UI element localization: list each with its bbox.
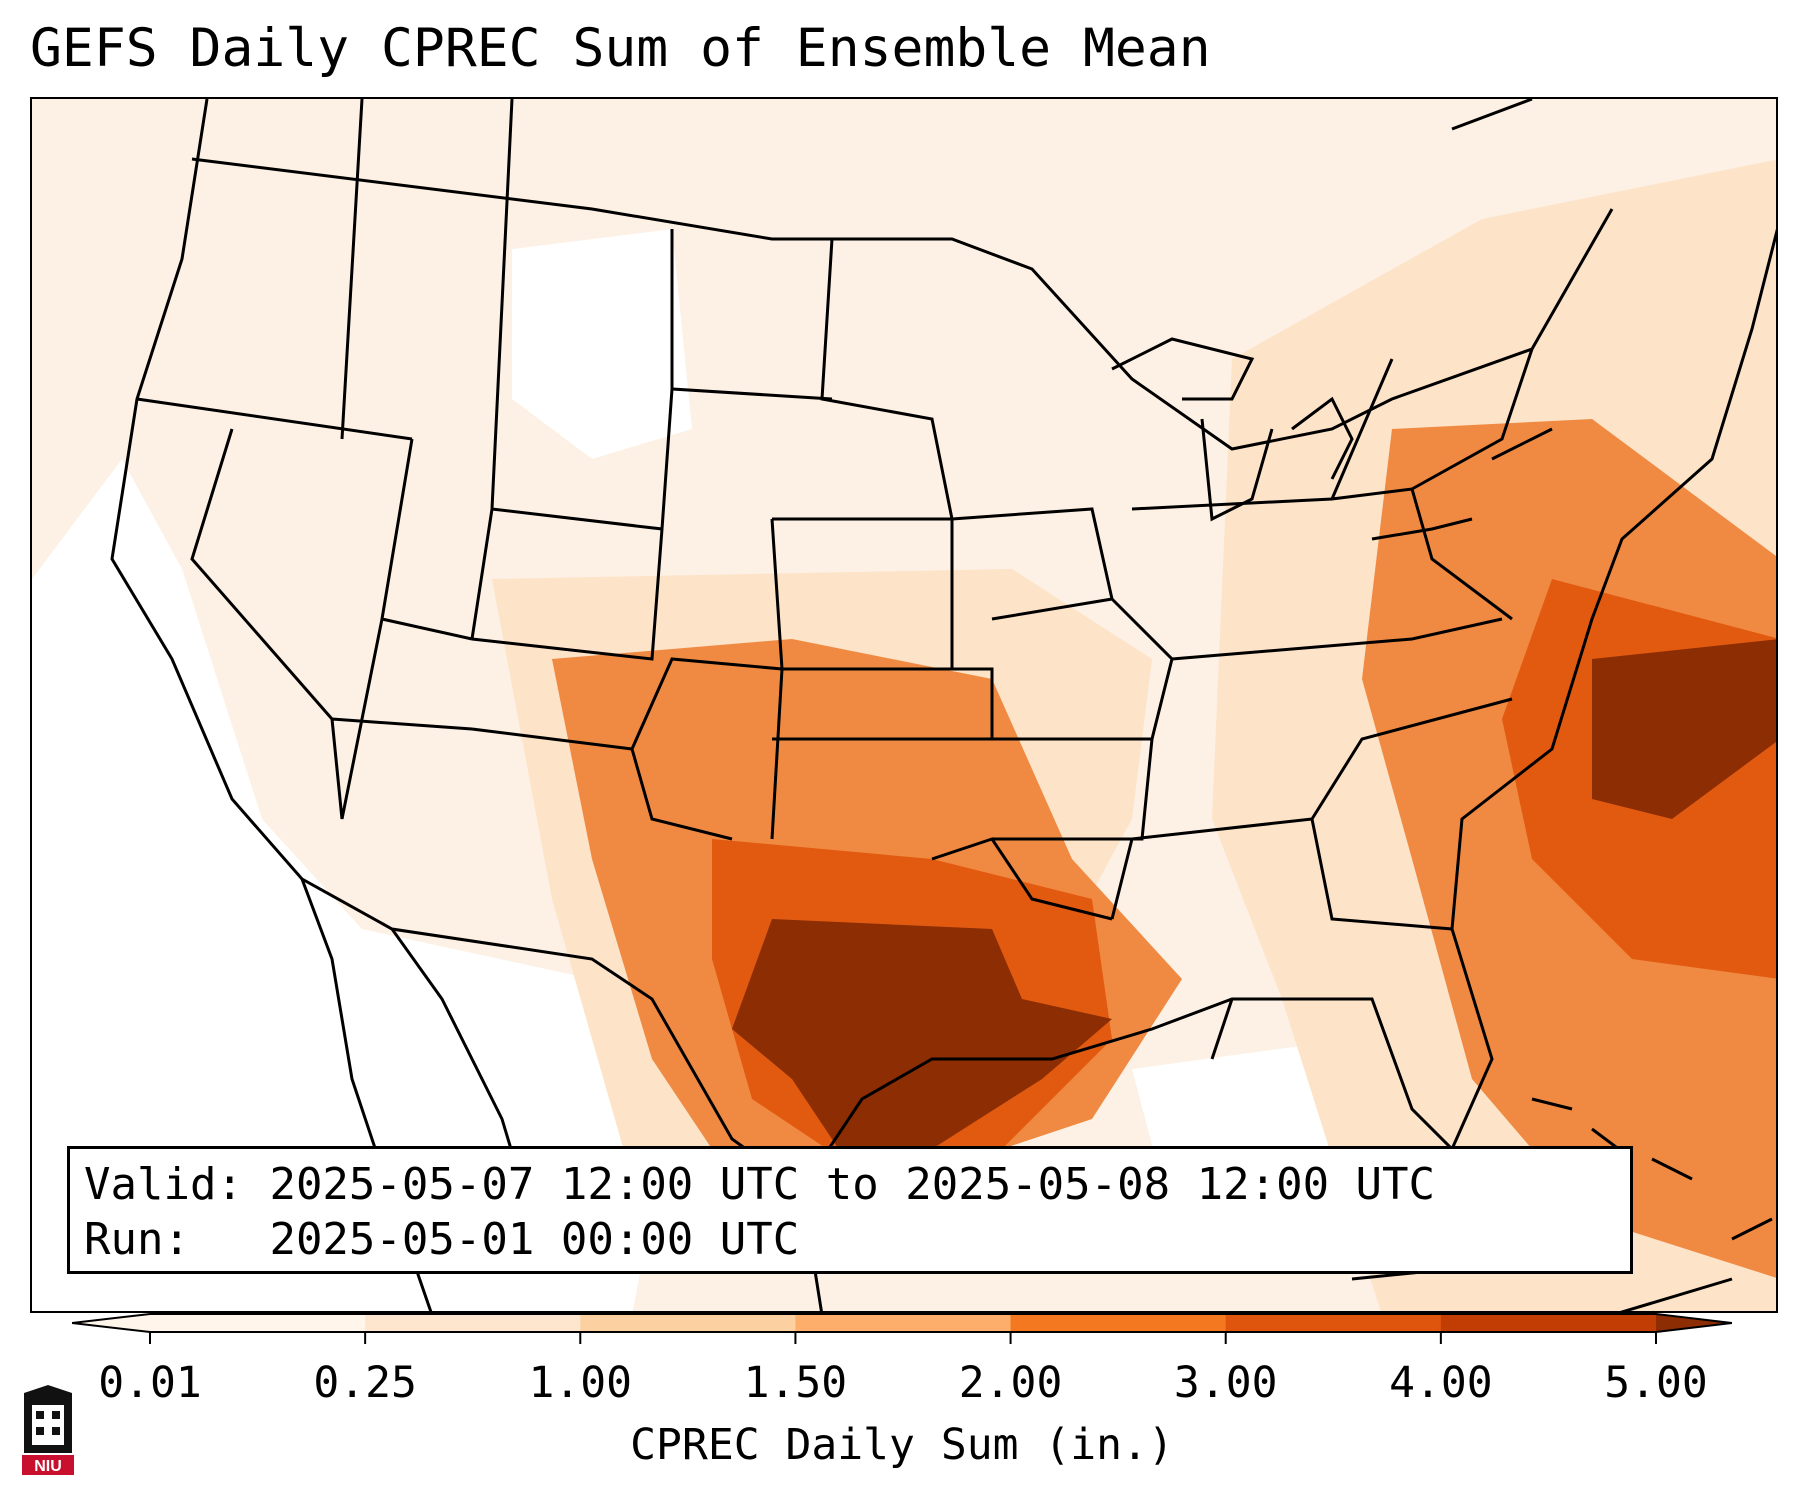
run-line: Run: 2025-05-01 00:00 UTC bbox=[84, 1212, 1616, 1267]
colorbar-tick-label: 2.00 bbox=[958, 1358, 1063, 1408]
colorbar-segments bbox=[72, 1314, 1732, 1332]
us-outline bbox=[110, 99, 1776, 1192]
white-zone-north bbox=[512, 229, 692, 459]
great-lakes bbox=[1111, 337, 1553, 541]
canada-border bbox=[191, 157, 1614, 451]
colorbar-tick-label: 1.50 bbox=[743, 1358, 848, 1408]
colorbar-extend-right bbox=[1656, 1314, 1732, 1332]
valid-value: 2025-05-07 12:00 UTC to 2025-05-08 12:00… bbox=[269, 1159, 1436, 1210]
colorbar-tick-label: 4.00 bbox=[1389, 1358, 1493, 1408]
run-value: 2025-05-01 00:00 UTC bbox=[269, 1214, 800, 1265]
colorbar-segment bbox=[795, 1314, 1012, 1332]
colorbar-label: CPREC Daily Sum (in.) bbox=[630, 1420, 1174, 1470]
state-boundaries bbox=[110, 99, 1776, 1311]
precipitation-map bbox=[30, 97, 1778, 1313]
colorbar-tick-label: 1.00 bbox=[528, 1358, 633, 1408]
map-title: GEFS Daily CPREC Sum of Ensemble Mean bbox=[30, 18, 1211, 79]
darkest-east bbox=[1592, 639, 1776, 819]
colorbar bbox=[72, 1313, 1732, 1344]
colorbar-tick-label: 0.01 bbox=[98, 1358, 202, 1408]
colorbar-segment bbox=[580, 1314, 796, 1332]
colorbar-tick-label: 3.00 bbox=[1173, 1358, 1278, 1408]
valid-label: Valid: bbox=[84, 1159, 243, 1210]
colorbar-segment bbox=[150, 1314, 366, 1332]
state-lines-west bbox=[136, 99, 954, 841]
precip-shading bbox=[32, 159, 1776, 1311]
colorbar-tick-label: 5.00 bbox=[1604, 1358, 1708, 1408]
colorbar-segment bbox=[1010, 1314, 1227, 1332]
run-label: Run: bbox=[84, 1214, 190, 1265]
colorbar-segment bbox=[1440, 1314, 1657, 1332]
islands bbox=[1531, 1097, 1773, 1311]
niu-logo: NIU bbox=[22, 1385, 74, 1475]
colorbar-segment bbox=[365, 1314, 581, 1332]
svg-text:NIU: NIU bbox=[34, 1458, 62, 1475]
darkest-texas bbox=[732, 919, 1112, 1169]
colorbar-tick-label: 0.25 bbox=[313, 1358, 417, 1408]
info-box: Valid: 2025-05-07 12:00 UTC to 2025-05-0… bbox=[67, 1146, 1633, 1274]
colorbar-ticks bbox=[149, 1332, 1657, 1344]
colorbar-segment bbox=[1225, 1314, 1442, 1332]
map-canvas bbox=[32, 99, 1776, 1311]
colorbar-extend-left bbox=[72, 1314, 150, 1332]
state-lines-central bbox=[770, 348, 1534, 931]
white-zone-west bbox=[32, 459, 672, 1311]
valid-line: Valid: 2025-05-07 12:00 UTC to 2025-05-0… bbox=[84, 1157, 1616, 1212]
